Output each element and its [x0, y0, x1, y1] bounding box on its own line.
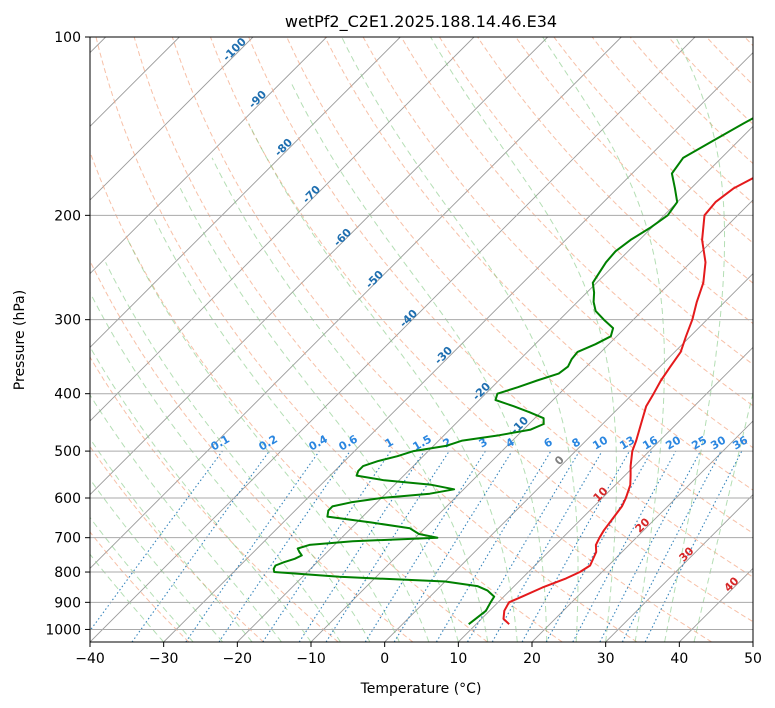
- mixing-ratio-line: [393, 450, 513, 642]
- moist-adiabat-line: [90, 394, 282, 642]
- moist-adiabat-line: [542, 37, 665, 642]
- moist-adiabat-line: [179, 187, 459, 642]
- dry-adiabat-line: [133, 37, 638, 642]
- moist-adiabat-line: [90, 516, 194, 642]
- isotherm-line: [531, 420, 753, 642]
- y-tick-label: 500: [54, 444, 81, 460]
- isotherm-line: [605, 494, 753, 642]
- moist-adiabat-line: [105, 262, 371, 642]
- moist-adiabat-line: [693, 390, 753, 642]
- moist-adiabat-line: [90, 478, 223, 642]
- y-tick-label: 600: [54, 491, 81, 507]
- moist-adiabat-line: [127, 239, 400, 642]
- x-tick-label: −40: [75, 651, 105, 667]
- dry-adiabat-line: [553, 37, 753, 244]
- x-tick-label: 30: [597, 651, 615, 667]
- axis-ticks: −40 −30 −20 −10 0 10 20 30 40 50 100 200 300 400 500 60…: [45, 30, 762, 667]
- mixing-ratio-line: [298, 450, 425, 642]
- chart-title: wetPf2_C2E1.2025.188.14.46.E34: [285, 12, 557, 32]
- x-tick-label: −20: [223, 651, 253, 667]
- dry-adiabat-line: [248, 37, 753, 578]
- dry-adiabat-line: [324, 37, 753, 491]
- mixing-ratio-line: [262, 450, 392, 642]
- dry-adiabat-line: [362, 37, 753, 449]
- dry-adiabat-line: [438, 37, 753, 366]
- mixing-ratio-line: [90, 450, 223, 632]
- moist-adiabat-line: [90, 345, 312, 642]
- mixing-ratio-line: [218, 450, 351, 642]
- mixing-ratio-line: [131, 450, 270, 642]
- isotherm-line: [384, 273, 753, 642]
- y-tick-label: 300: [54, 313, 81, 329]
- mixing-ratio-line: [521, 450, 630, 642]
- x-tick-label: −10: [296, 651, 326, 667]
- y-tick-label: 1000: [45, 622, 81, 638]
- plot-frame: [89, 36, 754, 643]
- profile-series: [272, 117, 753, 625]
- y-tick-label: 400: [54, 387, 81, 403]
- moist-adiabat-line: [90, 291, 341, 642]
- dewpoint-profile-line: [272, 117, 753, 625]
- moist-adiabat-line: [152, 215, 430, 642]
- dry-adiabat-line: [210, 37, 753, 623]
- x-tick-label: 0: [380, 651, 389, 667]
- y-tick-label: 200: [54, 208, 81, 224]
- mixing-ratio-line: [185, 450, 320, 642]
- x-tick-label: −30: [149, 651, 179, 667]
- isotherm-line: [237, 125, 753, 642]
- temperature-profile-line: [502, 176, 753, 625]
- isotherm-line: [90, 37, 254, 201]
- y-tick-label: 700: [54, 531, 81, 547]
- isotherm-line: [90, 37, 548, 496]
- isotherm-line: [458, 346, 753, 642]
- moist-adiabat-line: [90, 437, 253, 642]
- isotherm-line: [90, 37, 475, 422]
- y-tick-label: 900: [54, 595, 81, 611]
- moist-adiabat-line: [664, 37, 726, 642]
- isotherm-line: [90, 37, 401, 348]
- mixing-ratio-line: [572, 450, 677, 642]
- isotherm-line: [90, 37, 327, 275]
- moist-adiabat-line: [341, 37, 579, 642]
- y-tick-label: 100: [54, 30, 81, 46]
- mixing-ratio-line: [325, 450, 450, 642]
- moist-adiabat-line: [291, 83, 548, 642]
- x-tick-label: 20: [523, 651, 541, 667]
- isotherm-line: [90, 37, 696, 642]
- y-tick-label: 800: [54, 565, 81, 581]
- y-axis-label: Pressure (hPa): [12, 290, 28, 390]
- isotherm-line: [163, 52, 753, 642]
- moist-adiabat-line: [430, 37, 617, 642]
- dry-adiabat-line: [400, 37, 753, 407]
- dry-adiabat-line: [171, 37, 712, 642]
- dry-adiabat-line: [90, 531, 190, 642]
- x-tick-label: 40: [670, 651, 688, 667]
- x-tick-label: 10: [449, 651, 467, 667]
- mixing-ratio-line: [644, 450, 743, 642]
- dry-adiabat-line: [90, 356, 339, 642]
- isotherm-line: [90, 37, 622, 569]
- dry-adiabat-line: [90, 259, 414, 642]
- x-axis-label: Temperature (°C): [360, 681, 482, 697]
- x-tick-label: 50: [744, 651, 762, 667]
